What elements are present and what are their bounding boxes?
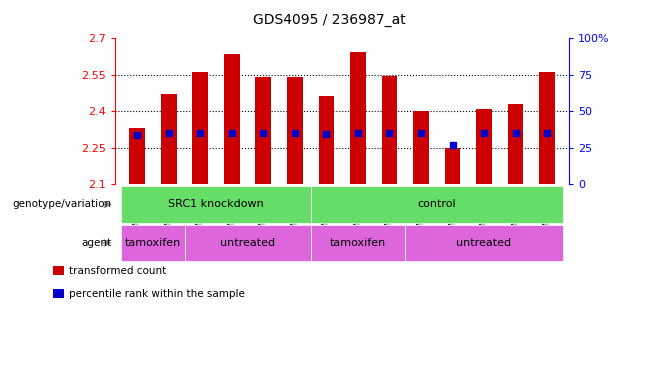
Text: genotype/variation: genotype/variation — [13, 199, 112, 210]
Bar — [539, 73, 555, 184]
Bar — [287, 77, 303, 184]
Bar — [476, 109, 492, 184]
Bar — [255, 77, 271, 184]
Bar — [350, 52, 366, 184]
Bar — [318, 96, 334, 184]
Text: SRC1 knockdown: SRC1 knockdown — [168, 199, 264, 210]
Bar — [508, 104, 524, 184]
Bar — [382, 76, 397, 184]
Text: agent: agent — [82, 238, 112, 248]
Text: untreated: untreated — [220, 238, 275, 248]
Bar — [130, 128, 145, 184]
Text: untreated: untreated — [457, 238, 512, 248]
Bar — [161, 94, 176, 184]
Text: control: control — [417, 199, 456, 210]
Bar — [445, 148, 461, 184]
Text: tamoxifen: tamoxifen — [125, 238, 181, 248]
Bar — [224, 54, 240, 184]
Text: transformed count: transformed count — [69, 266, 166, 276]
Text: percentile rank within the sample: percentile rank within the sample — [69, 289, 245, 299]
Text: GDS4095 / 236987_at: GDS4095 / 236987_at — [253, 13, 405, 27]
Bar — [413, 111, 429, 184]
Text: tamoxifen: tamoxifen — [330, 238, 386, 248]
Bar — [192, 73, 208, 184]
